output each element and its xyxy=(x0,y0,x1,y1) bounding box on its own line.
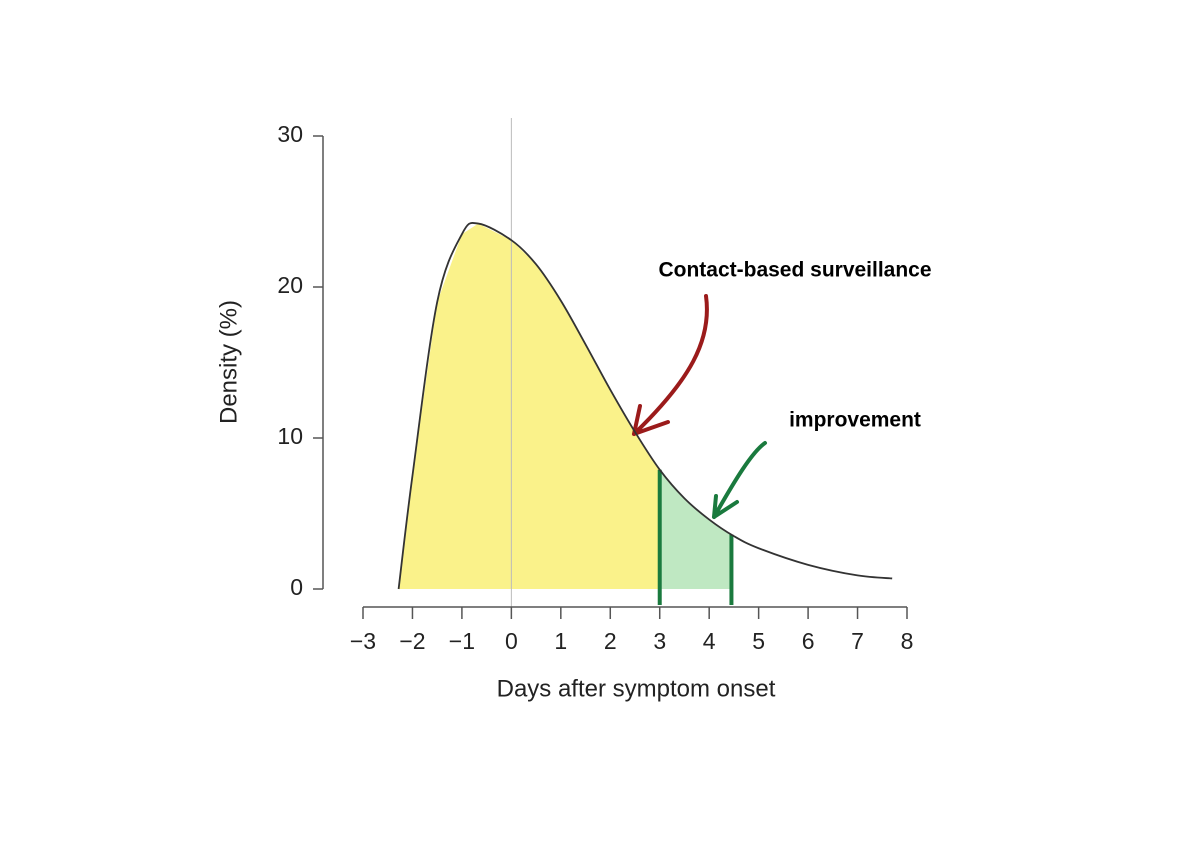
annotation-arrow xyxy=(632,294,709,436)
y-tick-label: 30 xyxy=(277,121,303,147)
annotation-arrow xyxy=(712,441,767,519)
x-tick-label: 7 xyxy=(851,628,864,654)
shaded-region xyxy=(659,469,732,589)
y-axis-title: Density (%) xyxy=(215,300,242,424)
x-tick-label: −3 xyxy=(350,628,376,654)
x-tick-label: −1 xyxy=(449,628,475,654)
x-tick-label: −2 xyxy=(399,628,425,654)
x-tick-label: 5 xyxy=(752,628,765,654)
x-tick-label: 2 xyxy=(604,628,617,654)
density-curve xyxy=(397,222,893,590)
x-tick-label: 1 xyxy=(554,628,567,654)
x-axis-title: Days after symptom onset xyxy=(497,675,776,702)
x-tick-label: 8 xyxy=(901,628,914,654)
y-tick-label: 0 xyxy=(290,574,303,600)
x-tick-label: 3 xyxy=(653,628,666,654)
x-tick-label: 0 xyxy=(505,628,518,654)
annotation: improvement xyxy=(789,409,921,432)
annotation: Contact-based surveillance xyxy=(658,259,931,282)
shading-layer xyxy=(398,118,734,607)
y-tick-label: 20 xyxy=(277,272,303,298)
x-tick-label: 4 xyxy=(703,628,716,654)
shaded-region xyxy=(398,223,660,589)
x-tick-label: 6 xyxy=(802,628,815,654)
y-tick-label: 10 xyxy=(277,423,303,449)
